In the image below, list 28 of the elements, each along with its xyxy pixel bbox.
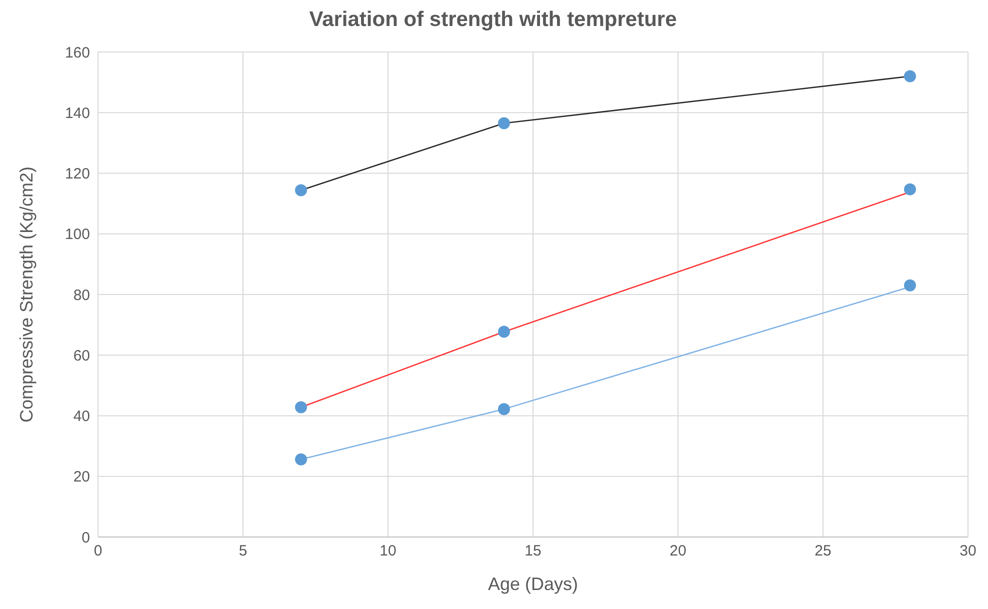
point xyxy=(295,184,307,196)
point xyxy=(295,453,307,466)
point xyxy=(295,401,307,414)
y-tick-label: 100 xyxy=(64,226,90,244)
x-tick-label: 0 xyxy=(94,542,102,560)
point xyxy=(904,70,916,82)
x-axis-title: Age (Days) xyxy=(488,574,578,594)
x-tick-label: 20 xyxy=(670,542,686,560)
x-tick-label: 5 xyxy=(238,542,248,560)
y-tick-label: 40 xyxy=(73,408,90,426)
y-axis-title: Compressive Strength (Kg/cm2) xyxy=(16,166,36,423)
point xyxy=(498,117,510,130)
y-tick-label: 120 xyxy=(64,166,90,183)
x-tick-label: 25 xyxy=(814,542,832,560)
point xyxy=(498,326,510,338)
x-tick-label: 15 xyxy=(524,542,542,560)
x-tick-label: 10 xyxy=(380,542,396,560)
y-tick-label: 20 xyxy=(73,468,90,486)
y-tick-label: 140 xyxy=(64,104,90,122)
point xyxy=(498,403,510,416)
chart-title: Variation of strength with tempreture xyxy=(308,8,678,33)
point xyxy=(904,183,916,196)
point xyxy=(904,279,916,292)
y-tick-label: 160 xyxy=(64,44,90,62)
y-tick-label: 80 xyxy=(73,286,90,304)
y-tick-label: 0 xyxy=(82,529,90,546)
y-tick-label: 60 xyxy=(73,347,90,364)
x-tick-label: 30 xyxy=(960,542,976,560)
